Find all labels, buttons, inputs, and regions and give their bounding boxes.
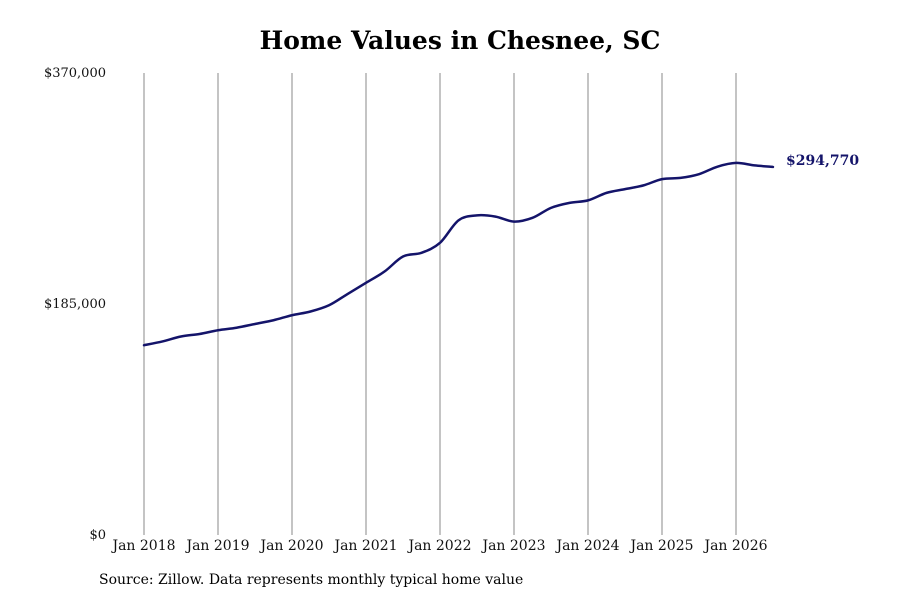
x-tick-label: Jan 2022 — [406, 538, 471, 554]
end-value-label: $294,770 — [786, 153, 859, 169]
y-tick-label: $0 — [89, 528, 106, 543]
y-tick-label: $185,000 — [44, 297, 106, 312]
source-note: Source: Zillow. Data represents monthly … — [99, 572, 524, 588]
y-axis-ticks: $0 $185,000 $370,000 — [44, 66, 106, 543]
x-tick-label: Jan 2023 — [480, 538, 545, 554]
x-tick-label: Jan 2021 — [332, 538, 397, 554]
x-tick-label: Jan 2026 — [702, 538, 767, 554]
gridlines — [143, 73, 737, 535]
x-tick-label: Jan 2025 — [628, 538, 693, 554]
x-tick-label: Jan 2018 — [110, 538, 175, 554]
y-tick-label: $370,000 — [44, 66, 106, 81]
x-tick-label: Jan 2024 — [554, 538, 619, 554]
x-axis-ticks: Jan 2018 Jan 2019 Jan 2020 Jan 2021 Jan 2022… — [110, 538, 767, 554]
x-tick-label: Jan 2020 — [258, 538, 323, 554]
series-layer — [142, 161, 775, 347]
x-tick-label: Jan 2019 — [184, 538, 249, 554]
series-line — [142, 161, 775, 347]
chart-title: Home Values in Chesnee, SC — [259, 26, 661, 55]
